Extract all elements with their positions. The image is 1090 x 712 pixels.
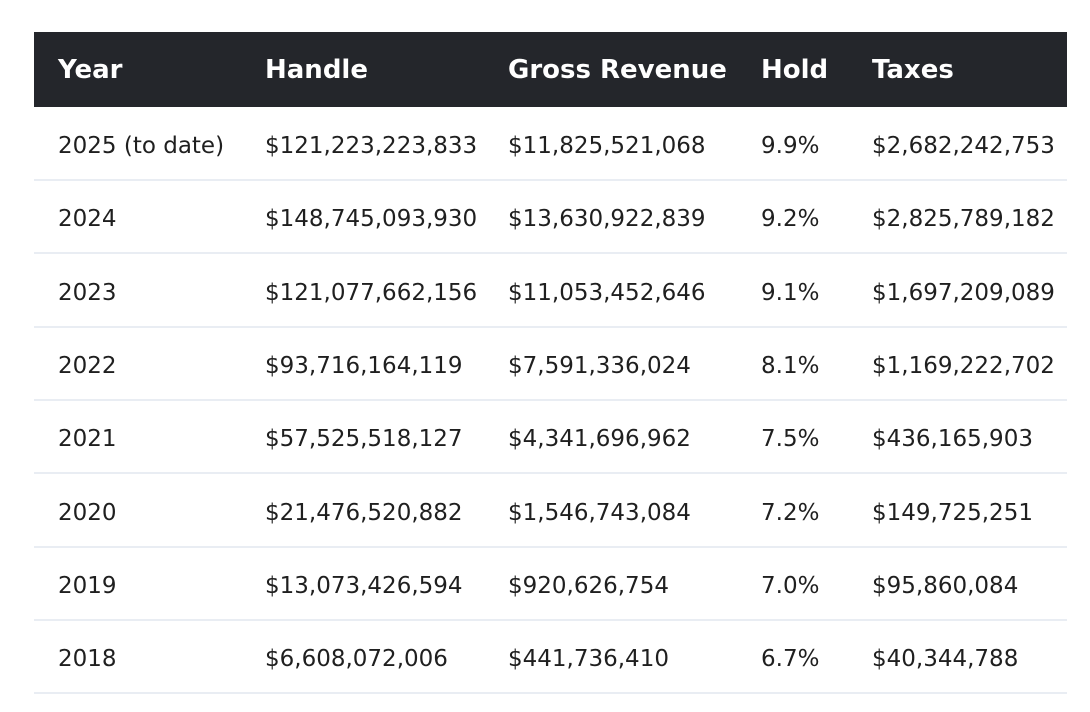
table-cell: $1,697,209,089	[872, 279, 1055, 306]
table-cell: 2021	[58, 426, 117, 453]
table-cell: 6.7%	[761, 646, 820, 673]
table-row: 2018 $6,608,072,006 $441,736,410 6.7% $40,34…	[34, 621, 1067, 695]
table-row: 2025 (to date) $121,223,223,833 $11,825,52…	[34, 108, 1067, 181]
table-cell: $40,344,788	[872, 646, 1019, 673]
table-cell: $93,716,164,119	[265, 352, 463, 379]
table-row: 2024 $148,745,093,930 $13,630,922,839 9.2% $…	[34, 181, 1067, 255]
table-cell: $11,825,521,068	[508, 133, 706, 159]
header-cell: Hold	[761, 55, 829, 85]
header-cell: Gross Revenue	[508, 55, 727, 85]
table-cell: $1,546,743,084	[508, 499, 691, 526]
table-cell: 7.2%	[761, 499, 820, 526]
header-cell: Year	[58, 55, 123, 85]
table-cell: $148,745,093,930	[265, 206, 478, 233]
table-cell: 7.5%	[761, 426, 820, 453]
table-row: 2019 $13,073,426,594 $920,626,754 7.0% $95,8…	[34, 548, 1067, 621]
table-cell: 9.2%	[761, 206, 820, 233]
table-row: 2023 $121,077,662,156 $11,053,452,646 9.1% $…	[34, 255, 1067, 328]
table-cell: $6,608,072,006	[265, 646, 448, 673]
table-cell: $2,682,242,753	[872, 133, 1055, 159]
table-cell: $1,169,222,702	[872, 352, 1055, 379]
table-cell: $920,626,754	[508, 572, 669, 599]
table-cell: 8.1%	[761, 352, 820, 379]
table-cell: 2022	[58, 352, 117, 379]
table-row: 2022 $93,716,164,119 $7,591,336,024 8.1% $1,…	[34, 328, 1067, 401]
table-cell: $4,341,696,962	[508, 426, 691, 453]
table-cell: 2018	[58, 646, 117, 673]
table-cell: 2024	[58, 206, 117, 233]
table-cell: $13,073,426,594	[265, 572, 463, 599]
table-header: Year Handle Gross Revenue Hold Taxes	[34, 32, 1067, 107]
table-cell: 2020	[58, 499, 117, 526]
header-cell: Handle	[265, 55, 368, 85]
header-cell: Taxes	[872, 55, 954, 85]
table-cell: $121,223,223,833	[265, 133, 478, 159]
table-cell: $95,860,084	[872, 572, 1019, 599]
table-cell: 2025 (to date)	[58, 133, 225, 159]
table-cell: 2019	[58, 572, 117, 599]
table-cell: $11,053,452,646	[508, 279, 706, 306]
table-cell: $21,476,520,882	[265, 499, 463, 526]
table-cell: $149,725,251	[872, 499, 1033, 526]
table-row: 2021 $57,525,518,127 $4,341,696,962 7.5% $43…	[34, 401, 1067, 475]
table-cell: $57,525,518,127	[265, 426, 463, 453]
table-cell: $441,736,410	[508, 646, 669, 673]
table-cell: 7.0%	[761, 572, 820, 599]
table-cell: $436,165,903	[872, 426, 1033, 453]
table-cell: $121,077,662,156	[265, 279, 478, 306]
table-cell: 2023	[58, 279, 117, 306]
table-cell: $7,591,336,024	[508, 352, 691, 379]
table-cell: 9.1%	[761, 279, 820, 306]
table-row: 2020 $21,476,520,882 $1,546,743,084 7.2% $14…	[34, 475, 1067, 548]
table-cell: 9.9%	[761, 133, 820, 159]
table-cell: $2,825,789,182	[872, 206, 1055, 233]
table-cell: $13,630,922,839	[508, 206, 706, 233]
